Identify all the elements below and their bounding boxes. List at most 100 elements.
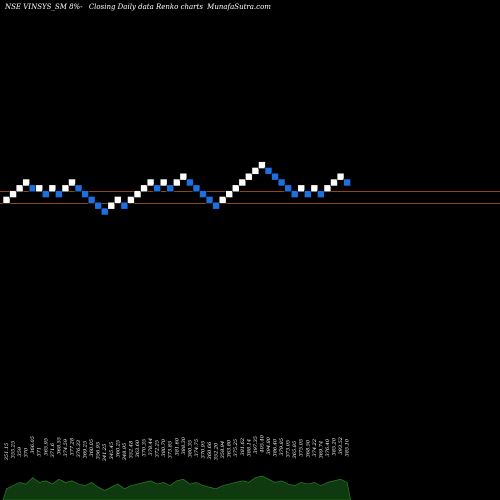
volume-label: 380.35 xyxy=(187,440,193,458)
renko-brick-down xyxy=(186,178,194,187)
volume-label: 352.20 xyxy=(214,442,220,460)
renko-brick-down xyxy=(290,190,299,198)
renko-brick-up xyxy=(231,184,240,193)
volume-label: 365.85 xyxy=(292,441,298,459)
renko-brick-down xyxy=(343,178,351,187)
volume-fill xyxy=(2,475,351,500)
renko-brick-up xyxy=(35,184,44,193)
volume-label: 355.25 xyxy=(11,441,17,459)
volume-label: 377.28 xyxy=(70,438,76,456)
renko-brick-down xyxy=(277,178,286,187)
renko-brick-up xyxy=(9,190,17,198)
renko-brick-down xyxy=(212,201,220,210)
renko-brick-up xyxy=(22,178,30,187)
volume-label: 360.66 xyxy=(207,441,213,459)
renko-brick-down xyxy=(199,190,207,198)
renko-brick-up xyxy=(245,172,253,181)
volume-label: 386.40 xyxy=(273,438,279,456)
renko-brick-up xyxy=(159,178,168,187)
renko-brick-up xyxy=(127,196,135,204)
chart-title-ticker: NSE VINSYS_SM 8%- xyxy=(5,3,83,11)
volume-label: 393.52 xyxy=(338,437,344,455)
volume-label: 374.59 xyxy=(63,438,69,456)
volume-label: 351.15 xyxy=(4,443,10,461)
chart-title-site: MunafaSutra.com xyxy=(207,3,271,11)
renko-brick-up xyxy=(2,196,11,204)
renko-brick-down xyxy=(81,190,89,198)
renko-brick-down xyxy=(100,207,109,216)
volume-label: 373.05 xyxy=(286,440,292,458)
renko-brick-down xyxy=(264,167,273,175)
renko-brick-up xyxy=(107,201,116,210)
renko-brick-up xyxy=(258,161,266,169)
volume-label: 356.95 xyxy=(96,442,102,460)
volume-label: 360.25 xyxy=(115,440,121,458)
renko-brick-down xyxy=(317,190,325,198)
volume-labels: 351.15 355.25 359 370 366.05 371 365.95 371.6 36… xyxy=(4,434,351,461)
volume-label: 368.55 xyxy=(56,437,62,455)
renko-brick-down xyxy=(55,190,63,198)
renko-brick-up xyxy=(179,172,188,181)
renko-brick-up xyxy=(336,172,345,181)
volume-label: 370 xyxy=(24,447,30,457)
renko-brick-down xyxy=(284,184,292,193)
volume-label: 388.14 xyxy=(246,439,252,457)
renko-brick-down xyxy=(153,184,161,193)
volume-label: 359 xyxy=(17,446,23,456)
volume-label: 388.30 xyxy=(181,436,187,454)
volume-label: 379.85 xyxy=(279,438,285,456)
renko-brick-down xyxy=(87,196,96,204)
volume-label: 405.40 xyxy=(259,434,265,453)
volume-label: 369.25 xyxy=(83,441,89,459)
volume-label: 372.25 xyxy=(155,440,161,458)
volume-label: 352.48 xyxy=(128,441,134,459)
renko-brick-up xyxy=(173,178,181,187)
chart-title-description: Closing Daily data Renko charts xyxy=(88,3,203,11)
renko-brick-down xyxy=(166,184,175,193)
volume-label: 370.95 xyxy=(201,441,207,459)
renko-brick-up xyxy=(310,184,319,193)
volume-label: 368.50 xyxy=(305,439,311,457)
renko-brick-up xyxy=(140,184,148,193)
volume-label: 397.35 xyxy=(253,436,259,454)
volume-label: 366.05 xyxy=(30,436,36,454)
renko-brick-up xyxy=(330,178,338,187)
renko-brick-down xyxy=(94,201,102,210)
renko-brick-up xyxy=(114,196,122,204)
renko-brick-down xyxy=(271,172,279,181)
volume-label: 378.44 xyxy=(148,438,154,456)
renko-brick-down xyxy=(205,196,214,204)
chart-title: NSE VINSYS_SM 8%- Closing Daily data Ren… xyxy=(5,3,271,11)
volume-label: 374.75 xyxy=(194,439,200,457)
volume-label: 365.95 xyxy=(43,438,49,456)
renko-brick-up xyxy=(251,167,260,175)
renko-brick-up xyxy=(133,190,142,198)
volume-label: 376.40 xyxy=(325,438,331,456)
volume-label: 385.10 xyxy=(345,438,351,456)
volume-label: 371 xyxy=(37,447,43,457)
volume-label: 363.80 xyxy=(227,439,233,457)
renko-brick-up xyxy=(15,184,24,193)
volume-label: 371.6 xyxy=(50,442,56,457)
volume-label: 375.05 xyxy=(299,439,305,457)
renko-brick-down xyxy=(41,190,50,198)
reference-lines xyxy=(0,191,500,204)
volume-label: 370.35 xyxy=(142,439,148,457)
volume-label: 360.05 xyxy=(89,439,95,457)
renko-brick-up xyxy=(218,196,227,204)
volume-label: 358.94 xyxy=(220,441,226,459)
volume-label: 373.85 xyxy=(168,441,174,459)
volume-label: 375.25 xyxy=(233,439,239,457)
renko-brick-down xyxy=(28,184,37,193)
volume-label: 369.74 xyxy=(318,441,324,459)
renko-brick-up xyxy=(297,184,306,193)
renko-brick-down xyxy=(74,184,83,193)
volume-label: 374.22 xyxy=(312,439,318,457)
volume-label: 380.70 xyxy=(161,438,167,456)
renko-brick-up xyxy=(68,178,76,187)
renko-bricks xyxy=(2,161,351,216)
volume-label: 363.60 xyxy=(135,439,141,457)
renko-brick-down xyxy=(192,184,201,193)
renko-brick-down xyxy=(120,201,129,210)
